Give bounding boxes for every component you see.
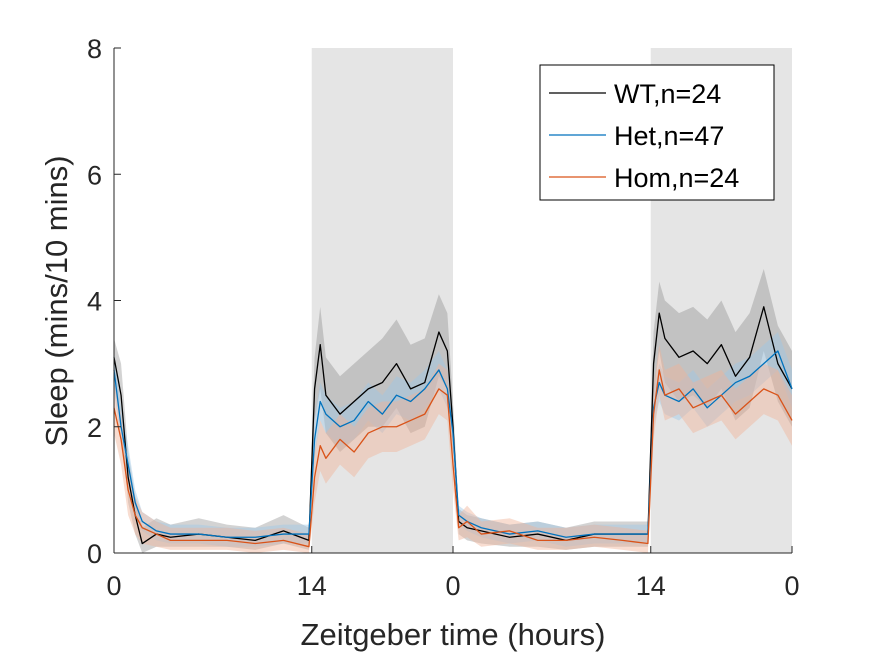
y-tick-label: 2 — [87, 413, 102, 443]
y-ticks: 0 2 4 6 8 — [87, 34, 121, 569]
legend-label-3: Hom,n=24 — [614, 163, 739, 193]
night-period-1 — [311, 48, 453, 553]
y-tick-label: 4 — [87, 287, 102, 317]
band-series-3 — [114, 344, 792, 553]
x-axis-title: Zeitgeber time (hours) — [301, 617, 606, 652]
x-tick-label: 14 — [297, 571, 327, 601]
y-tick-label: 0 — [87, 539, 102, 569]
y-tick-label: 6 — [87, 160, 102, 190]
line-series-3 — [113, 369, 793, 548]
x-tick-label: 0 — [106, 571, 121, 601]
x-ticks: 0 14 0 14 0 — [106, 546, 800, 601]
y-tick-label: 8 — [87, 34, 102, 64]
legend-label-2: Het,n=47 — [614, 121, 724, 151]
band-series-1 — [114, 268, 792, 553]
line-series-2 — [113, 350, 793, 538]
x-tick-label: 0 — [445, 571, 460, 601]
x-tick-label: 0 — [784, 571, 799, 601]
series-lines — [113, 306, 793, 548]
x-tick-label: 14 — [636, 571, 666, 601]
legend-label-1: WT,n=24 — [614, 79, 721, 109]
legend: WT,n=24 Het,n=47 Hom,n=24 — [539, 64, 775, 201]
y-axis-title: Sleep (mins/10 mins) — [39, 155, 74, 446]
